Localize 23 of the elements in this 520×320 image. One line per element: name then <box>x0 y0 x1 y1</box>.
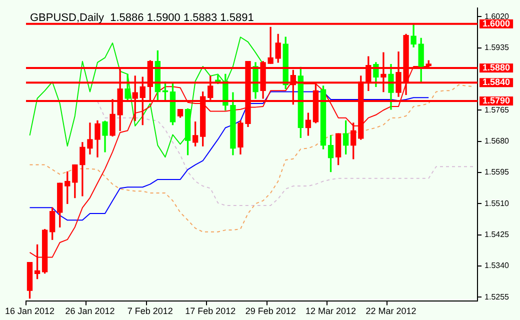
x-tick-label: 12 Mar 2012 <box>306 306 356 316</box>
ref-line-label: 1.5880 <box>482 62 510 72</box>
x-tick-label: 26 Jan 2012 <box>65 306 115 316</box>
y-tick-label: 1.5680 <box>484 136 510 146</box>
line-series <box>96 100 474 206</box>
y-tick-label: 1.5935 <box>484 42 510 52</box>
y-tick-label: 1.5425 <box>484 230 510 240</box>
y-tick-label: 1.5340 <box>484 261 510 270</box>
y-tick-label: 1.5595 <box>484 168 510 177</box>
ref-line-label: 1.6000 <box>482 18 510 28</box>
line-series <box>29 84 474 232</box>
y-tick-label: 1.5510 <box>484 198 510 208</box>
y-tick-label: 1.5255 <box>484 292 510 302</box>
x-tick-label: 7 Feb 2012 <box>127 306 173 316</box>
ref-line-label: 1.5790 <box>482 95 510 106</box>
x-tick-label: 22 Mar 2012 <box>366 306 416 316</box>
x-tick-label: 29 Feb 2012 <box>245 306 296 316</box>
ref-line-label: 1.5840 <box>482 77 510 88</box>
y-tick-label: 1.5765 <box>484 105 510 114</box>
y-tick-label: 1.6020 <box>484 12 510 21</box>
x-tick-label: 16 Jan 2012 <box>4 306 55 316</box>
x-tick-label: 17 Feb 2012 <box>185 306 236 316</box>
chart-title: GBPUSD,Daily 1.5886 1.5900 1.5883 1.5891 <box>30 12 254 24</box>
